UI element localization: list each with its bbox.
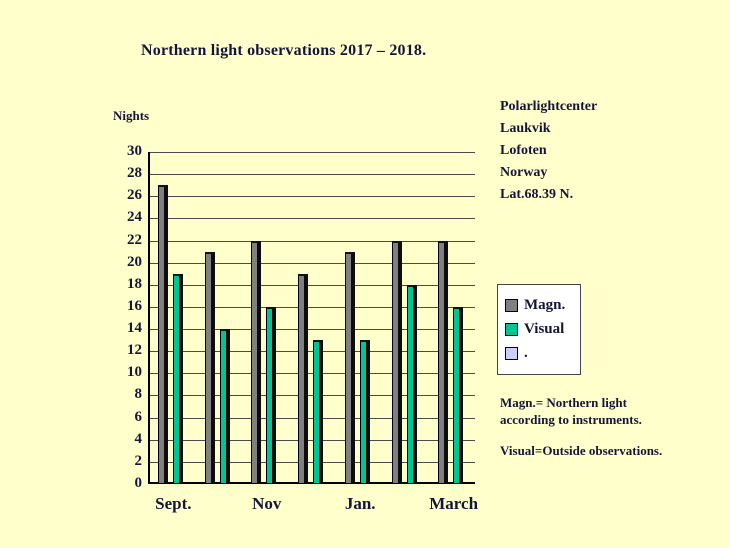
x-tick-label: Nov bbox=[252, 494, 282, 513]
gridline bbox=[150, 174, 475, 176]
gridline bbox=[150, 284, 475, 286]
gridline bbox=[150, 240, 475, 242]
y-tick-label: 8 bbox=[134, 386, 143, 403]
info-line: Lofoten bbox=[500, 143, 547, 158]
y-tick-label: 22 bbox=[127, 231, 142, 248]
chart-title: Northern light observations 2017 – 2018. bbox=[141, 42, 427, 59]
footnote: Visual=Outside observations. bbox=[500, 443, 663, 458]
y-axis-label: Nights bbox=[113, 108, 150, 123]
y-tick-label: 2 bbox=[134, 452, 143, 469]
legend-swatch-magn bbox=[505, 299, 518, 312]
gridline bbox=[150, 351, 475, 353]
bar-magn-sept bbox=[158, 185, 168, 484]
info-line: Polarlightcenter bbox=[500, 99, 598, 114]
gridline bbox=[150, 395, 475, 397]
gridline bbox=[150, 439, 475, 441]
bar-magn-march bbox=[438, 240, 449, 484]
gridline bbox=[150, 461, 475, 463]
y-tick-label: 18 bbox=[127, 275, 142, 292]
gridline bbox=[150, 306, 475, 308]
footnote: Magn.= Northern light according to instr… bbox=[500, 395, 642, 427]
bar-visual-dec bbox=[313, 340, 324, 484]
y-tick-label: 4 bbox=[134, 430, 143, 447]
info-line: Lat.68.39 N. bbox=[500, 187, 574, 202]
legend-item-blank: . bbox=[505, 345, 573, 362]
footnotes: Magn.= Northern light according to instr… bbox=[500, 394, 662, 473]
legend-item-visual: Visual bbox=[505, 321, 573, 338]
bar-visual-oct bbox=[219, 329, 230, 484]
y-tick-label: 28 bbox=[127, 165, 142, 182]
gridline bbox=[150, 329, 475, 331]
gridline bbox=[150, 218, 475, 220]
bar-visual-feb bbox=[406, 284, 417, 484]
y-tick-label: 16 bbox=[127, 297, 142, 314]
bar-magn-feb bbox=[391, 240, 402, 484]
gridline bbox=[150, 417, 475, 419]
bar-magn-dec bbox=[298, 273, 309, 484]
legend: Magn. Visual. bbox=[497, 284, 581, 375]
x-tick-label: Sept. bbox=[155, 494, 192, 513]
legend-label: . bbox=[524, 345, 528, 361]
plot-area: 0 2 4 6 8 10 12 14 16 18 20 22 24 26 28 30 Sept. Nov Jan. M… bbox=[127, 143, 478, 513]
bar-magn-oct bbox=[204, 251, 215, 484]
legend-swatch-blank bbox=[505, 347, 518, 360]
gridline bbox=[150, 262, 475, 264]
bar-visual-sept bbox=[173, 273, 183, 484]
location-info: Polarlightcenter Laukvik Lofoten Norway Lat.… bbox=[500, 96, 597, 206]
y-tick-label: 0 bbox=[134, 475, 143, 491]
y-tick-label: 24 bbox=[127, 209, 142, 226]
y-tick-label: 12 bbox=[127, 342, 142, 359]
y-tick-label: 30 bbox=[127, 143, 142, 159]
x-tick-label: March bbox=[429, 494, 479, 513]
legend-swatch-visual bbox=[505, 323, 518, 336]
bar-visual-nov bbox=[266, 306, 277, 484]
legend-label: Visual bbox=[524, 321, 565, 337]
bar-magn-jan bbox=[344, 251, 355, 484]
y-tick-label: 20 bbox=[127, 253, 142, 270]
gridline bbox=[150, 373, 475, 375]
y-tick-label: 26 bbox=[127, 187, 142, 204]
gridline bbox=[150, 196, 475, 198]
y-tick-label: 6 bbox=[134, 408, 143, 425]
info-line: Laukvik bbox=[500, 121, 551, 136]
y-tick-label: 14 bbox=[127, 320, 142, 337]
legend-label: Magn. bbox=[524, 297, 566, 313]
x-tick-label: Jan. bbox=[344, 494, 376, 513]
legend-item-magn: Magn. bbox=[505, 297, 573, 314]
y-tick-label: 10 bbox=[127, 364, 142, 381]
info-line: Norway bbox=[500, 165, 548, 180]
bar-visual-jan bbox=[359, 340, 370, 484]
bar-visual-march bbox=[453, 306, 464, 484]
gridline bbox=[150, 152, 475, 153]
bar-magn-nov bbox=[251, 240, 262, 484]
